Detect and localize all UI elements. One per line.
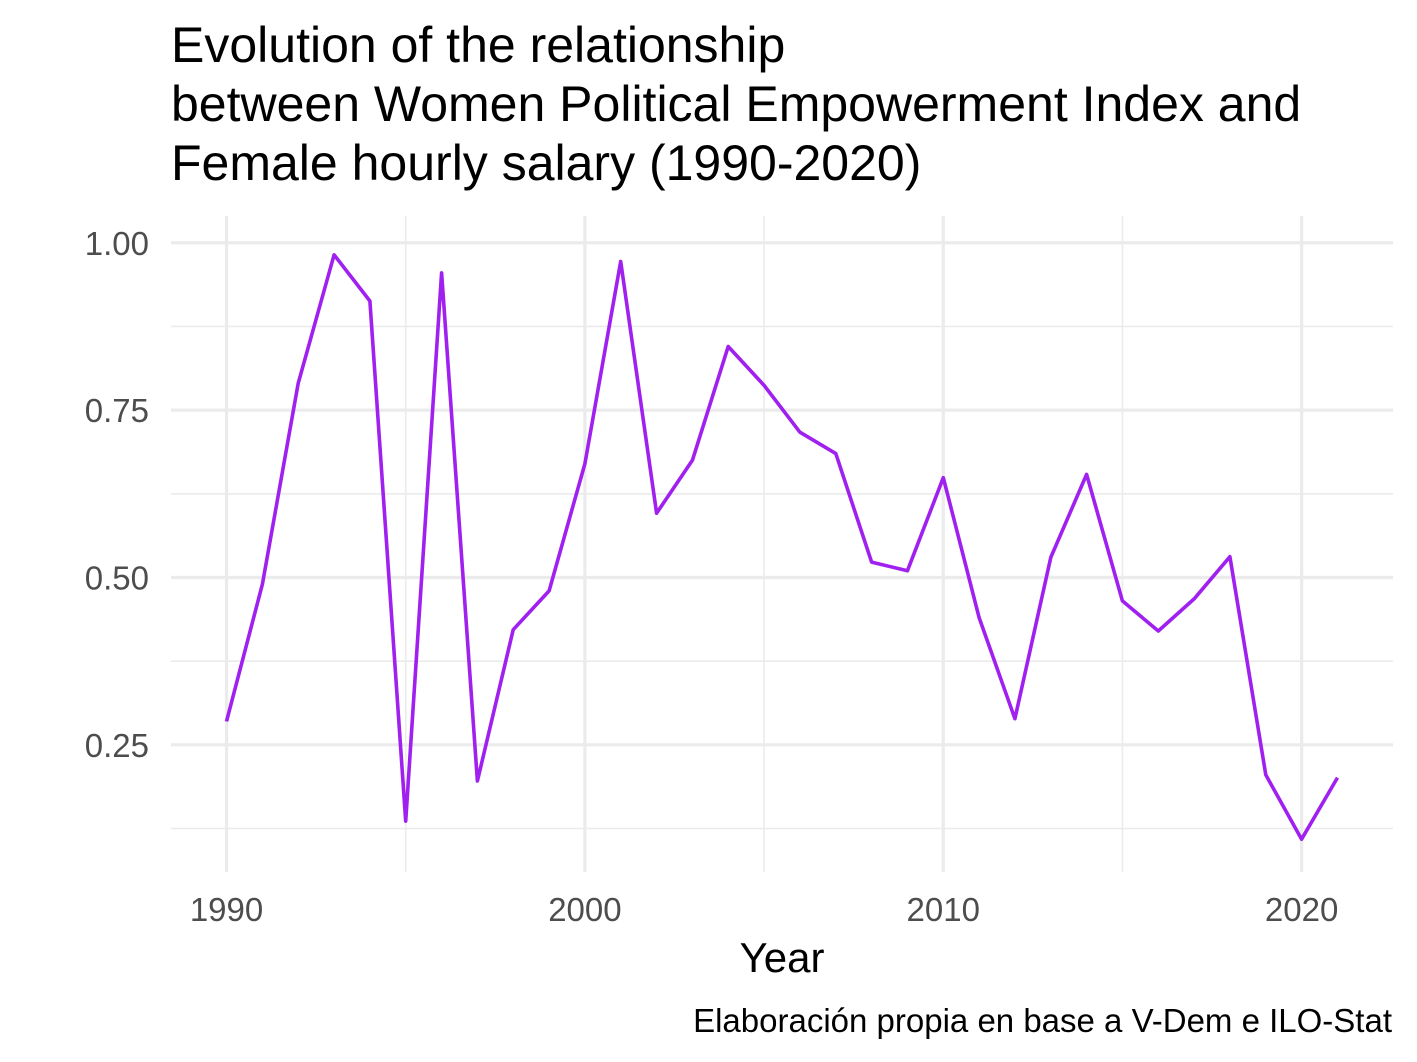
title-line-3: Female hourly salary (1990-2020) — [171, 135, 921, 191]
x-tick-label: 1990 — [190, 891, 263, 928]
y-tick-label: 1.00 — [85, 225, 149, 262]
x-tick-label: 2020 — [1265, 891, 1338, 928]
x-axis-title: Year — [740, 934, 825, 981]
y-tick-label: 0.75 — [85, 392, 149, 429]
x-tick-label: 2000 — [548, 891, 621, 928]
y-axis-ticks: 0.25 0.50 0.75 1.00 — [85, 225, 149, 764]
title-line-1: Evolution of the relationship — [171, 17, 785, 73]
series — [224, 253, 1340, 842]
grid — [171, 216, 1393, 872]
x-tick-label: 2010 — [907, 891, 980, 928]
chart-title: Evolution of the relationship between Wo… — [171, 17, 1301, 191]
y-tick-label: 0.50 — [85, 559, 149, 596]
title-line-2: between Women Political Empowerment Inde… — [171, 76, 1301, 132]
series-line — [224, 253, 1340, 842]
chart-caption: Elaboración propia en base a V-Dem e ILO… — [693, 1002, 1392, 1039]
y-tick-label: 0.25 — [85, 727, 149, 764]
x-axis-ticks: 1990 2000 2010 2020 — [190, 891, 1338, 928]
